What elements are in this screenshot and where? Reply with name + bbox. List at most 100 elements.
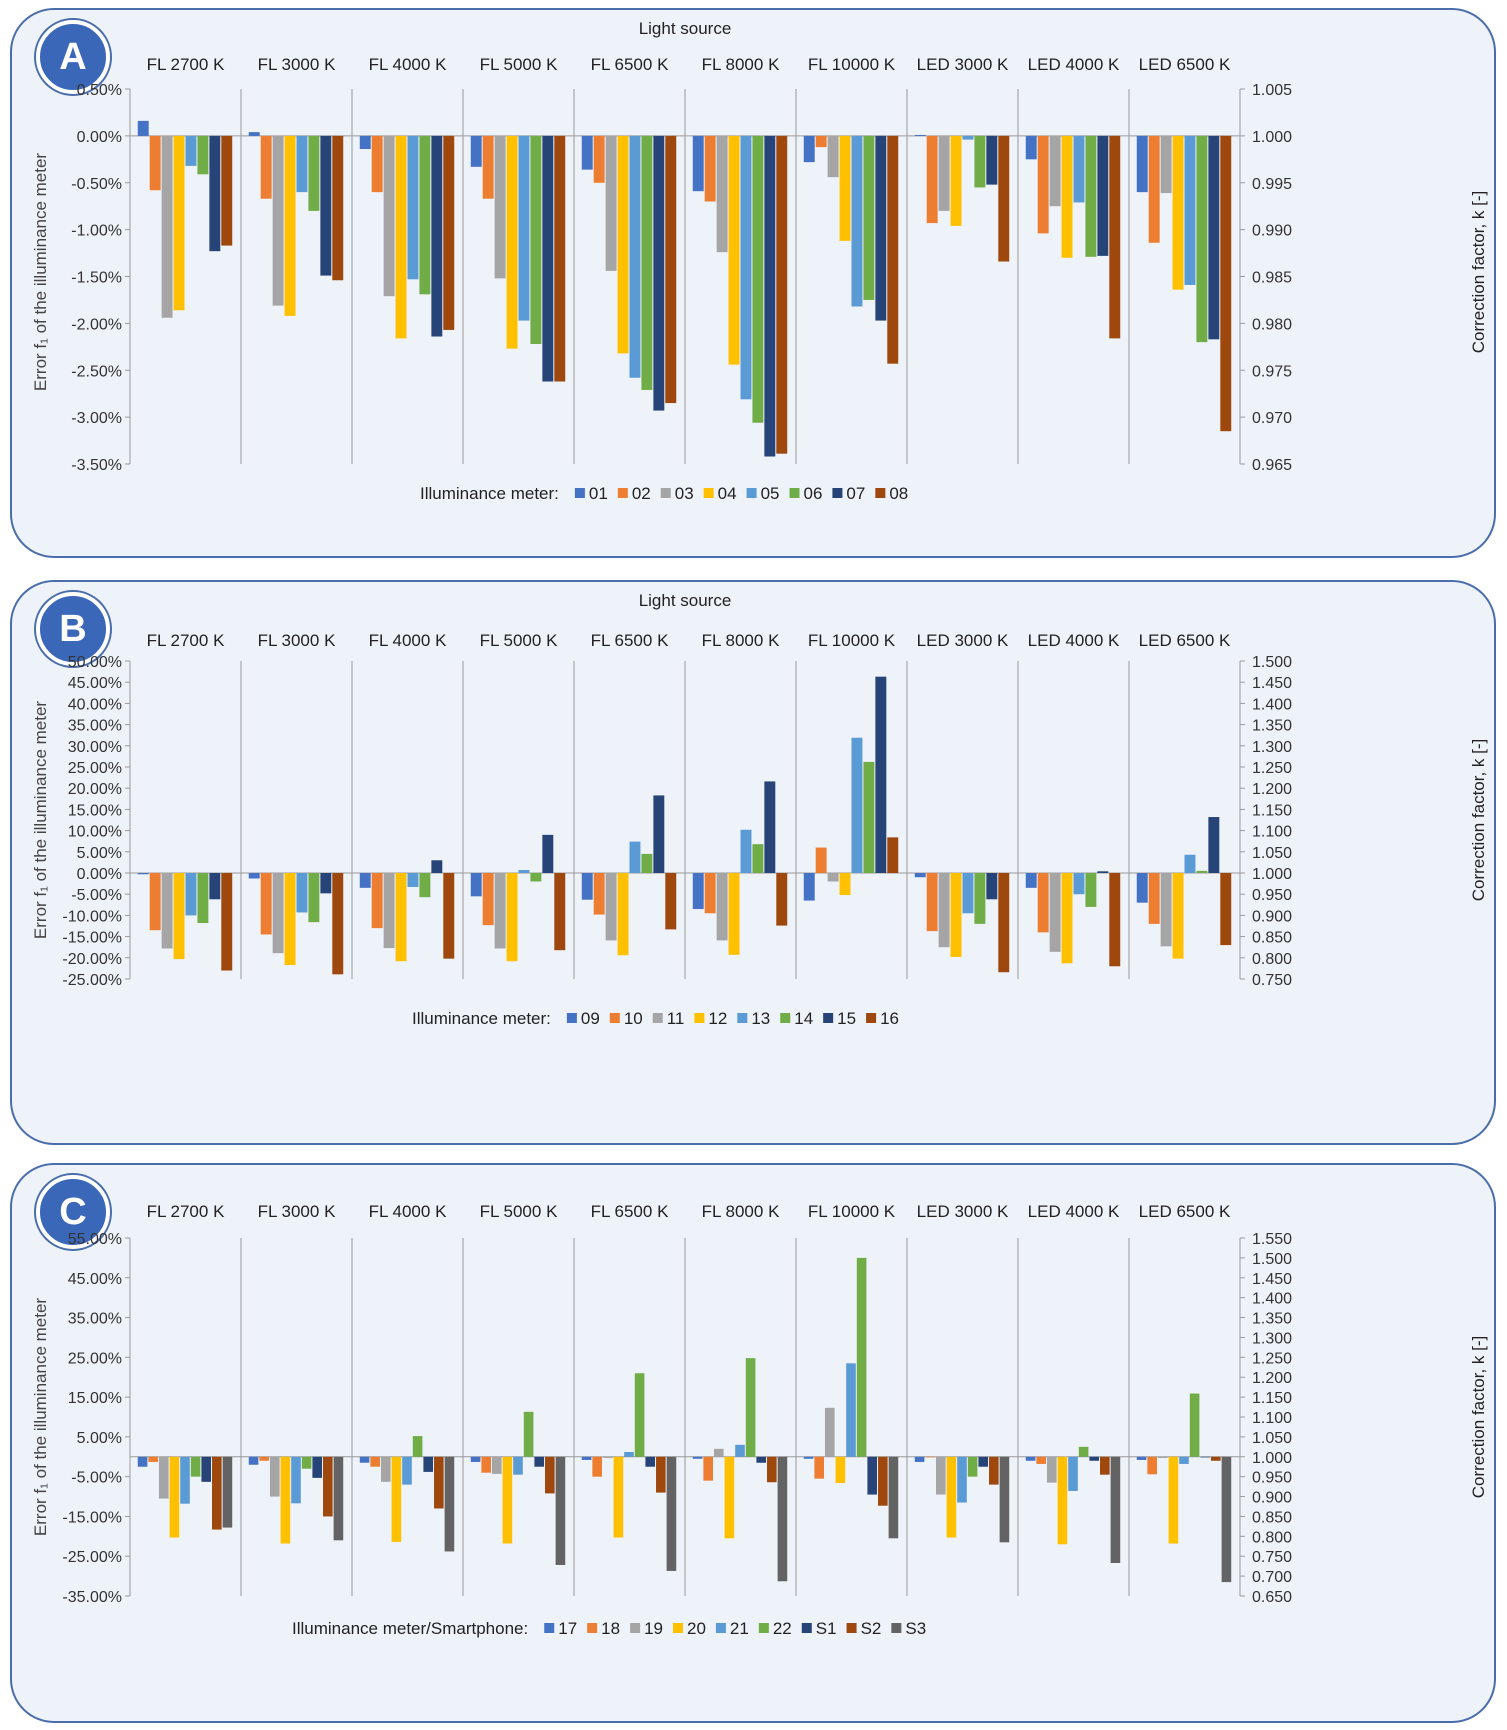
category-label: FL 6500 K xyxy=(591,631,669,650)
legend-label-07: 07 xyxy=(846,484,865,503)
bar-21 xyxy=(513,1456,523,1475)
bar-02 xyxy=(593,135,605,183)
bar-07 xyxy=(1097,135,1109,256)
bar-04 xyxy=(173,135,185,311)
right-tick-label: 1.000 xyxy=(1252,1450,1292,1467)
bar-S1 xyxy=(312,1456,323,1478)
legend-label-05: 05 xyxy=(761,484,780,503)
bar-04 xyxy=(506,135,518,349)
legend-swatch-20 xyxy=(673,1623,683,1633)
bar-14 xyxy=(863,761,875,873)
bar-21 xyxy=(291,1456,301,1504)
legend-swatch-18 xyxy=(587,1623,598,1633)
bar-09 xyxy=(692,873,704,910)
bar-08 xyxy=(887,135,899,364)
bar-16 xyxy=(1220,873,1232,946)
category-label: LED 4000 K xyxy=(1028,631,1120,650)
bar-07 xyxy=(1208,135,1220,340)
bar-02 xyxy=(1148,135,1160,243)
legend-label-12: 12 xyxy=(708,1009,727,1028)
bar-16 xyxy=(998,873,1010,973)
bar-S1 xyxy=(1089,1456,1100,1461)
bar-18 xyxy=(259,1456,269,1461)
bar-22 xyxy=(190,1456,201,1477)
legend-swatch-14 xyxy=(780,1013,791,1023)
legend-label-16: 16 xyxy=(880,1009,899,1028)
bar-19 xyxy=(935,1456,946,1495)
bar-15 xyxy=(986,873,998,900)
bar-21 xyxy=(735,1444,745,1457)
bar-19 xyxy=(491,1456,502,1474)
bar-11 xyxy=(938,873,950,948)
right-tick-label: 0.970 xyxy=(1252,410,1292,427)
category-label: FL 10000 K xyxy=(808,55,896,74)
category-label: LED 3000 K xyxy=(917,55,1009,74)
bar-05 xyxy=(740,135,752,400)
bar-03 xyxy=(1160,135,1172,194)
bar-05 xyxy=(851,135,863,307)
legend-swatch-08 xyxy=(875,488,886,498)
legend-label-01: 01 xyxy=(589,484,608,503)
category-label: LED 3000 K xyxy=(917,631,1009,650)
bar-14 xyxy=(1085,873,1097,907)
bar-13 xyxy=(962,873,974,914)
bar-22 xyxy=(745,1358,756,1457)
right-tick-label: 1.150 xyxy=(1252,1390,1292,1407)
bar-10 xyxy=(1148,873,1160,924)
bar-S2 xyxy=(656,1456,666,1493)
category-label: FL 8000 K xyxy=(702,55,780,74)
right-tick-label: 1.550 xyxy=(1252,1231,1292,1248)
bar-04 xyxy=(950,135,962,226)
bar-14 xyxy=(974,873,986,924)
bar-S2 xyxy=(1100,1456,1110,1475)
bar-10 xyxy=(815,847,827,873)
legend-label-22: 22 xyxy=(773,1619,792,1638)
bar-01 xyxy=(359,135,371,150)
left-tick-label: 35.00% xyxy=(68,1311,122,1328)
bar-18 xyxy=(1036,1456,1046,1464)
bar-18 xyxy=(481,1456,491,1473)
right-tick-label: 0.650 xyxy=(1252,1589,1292,1606)
bar-11 xyxy=(1049,873,1061,952)
bar-15 xyxy=(431,860,443,873)
bar-12 xyxy=(395,873,407,962)
legend-title: Illuminance meter: xyxy=(420,484,559,503)
right-tick-label: 1.400 xyxy=(1252,1291,1292,1308)
bar-17 xyxy=(581,1456,592,1460)
legend-swatch-13 xyxy=(737,1013,748,1023)
bar-09 xyxy=(803,873,815,901)
right-tick-label: 1.000 xyxy=(1252,866,1292,883)
bar-12 xyxy=(839,873,851,896)
chart-a: Light source FL 2700 K FL 3000 K FL 4000 K F… xyxy=(31,19,1488,503)
bar-06 xyxy=(1196,135,1208,343)
bar-16 xyxy=(443,873,455,959)
bar-10 xyxy=(926,873,938,932)
bar-S1 xyxy=(423,1456,434,1472)
bar-10 xyxy=(482,873,494,926)
left-tick-label: 0.00% xyxy=(77,129,122,146)
bar-S3 xyxy=(666,1456,677,1571)
bar-01 xyxy=(803,135,815,163)
bar-22 xyxy=(1189,1393,1200,1457)
bar-22 xyxy=(634,1373,645,1457)
bar-20 xyxy=(391,1456,402,1542)
legend-label-S3: S3 xyxy=(905,1619,926,1638)
bar-15 xyxy=(542,834,554,873)
left-tick-label: 40.00% xyxy=(68,696,122,713)
bar-02 xyxy=(926,135,938,224)
bar-16 xyxy=(776,873,788,926)
bar-04 xyxy=(839,135,851,241)
category-label: FL 3000 K xyxy=(258,631,336,650)
right-tick-label: 1.350 xyxy=(1252,1311,1292,1328)
bar-01 xyxy=(470,135,482,167)
bar-07 xyxy=(986,135,998,185)
legend-swatch-01 xyxy=(574,488,585,498)
right-tick-label: 0.965 xyxy=(1252,457,1292,474)
bar-09 xyxy=(581,873,593,900)
category-label: FL 2700 K xyxy=(147,631,225,650)
bar-07 xyxy=(764,135,776,457)
bar-14 xyxy=(752,844,764,873)
legend-swatch-11 xyxy=(652,1013,663,1023)
bar-19 xyxy=(1046,1456,1057,1483)
left-tick-label: -25.00% xyxy=(62,1549,122,1566)
